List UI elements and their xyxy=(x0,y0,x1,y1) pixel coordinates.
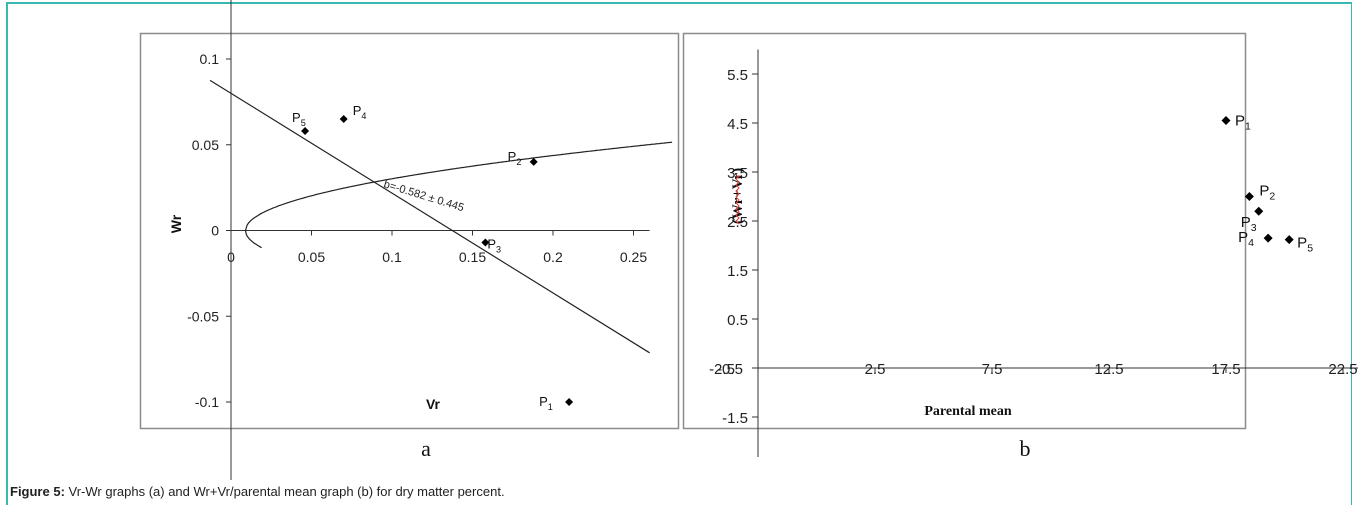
y-tick-label: 3.5 xyxy=(727,165,748,182)
spellcheck-underline xyxy=(735,175,741,225)
x-tick-label: 2.5 xyxy=(865,361,886,378)
y-tick-label: 0.1 xyxy=(200,51,220,67)
panel-a-chart: 0.20.150.10.050-0.05-0.1-0.1500.050.10.1… xyxy=(168,0,673,480)
caption-label: Figure 5: xyxy=(10,484,65,499)
x-axis-title: Parental mean xyxy=(924,404,1011,419)
x-tick-label: -2.5 xyxy=(709,361,735,378)
data-point-p3 xyxy=(1254,206,1264,216)
data-point-p5 xyxy=(301,127,310,136)
figure-frame xyxy=(6,2,1352,505)
y-tick-label: -0.5 xyxy=(717,361,743,378)
point-label-p1: P1 xyxy=(1235,113,1251,133)
figure-svg: 0.20.150.10.050-0.05-0.1-0.1500.050.10.1… xyxy=(139,0,1358,480)
y-axis-title: (Wr+Vr) xyxy=(730,168,746,224)
x-tick-label: 0 xyxy=(227,249,235,265)
y-tick-label: -0.05 xyxy=(187,308,219,324)
regression-line xyxy=(209,79,650,354)
regression-label: b=-0.582 ± 0.445 xyxy=(382,178,465,214)
x-tick-label: 17.5 xyxy=(1211,361,1240,378)
data-point-p2 xyxy=(529,157,538,166)
x-tick-label: 0.25 xyxy=(620,249,647,265)
panel-b-box xyxy=(682,32,1247,430)
data-point-p3 xyxy=(481,238,490,247)
y-tick-label: 0 xyxy=(211,223,219,239)
y-axis-title: Wr xyxy=(168,214,184,233)
point-label-p3: P3 xyxy=(487,237,501,255)
point-label-p5: P5 xyxy=(292,110,306,128)
x-axis-title: Vr xyxy=(426,396,441,412)
caption-text: Vr-Wr graphs (a) and Wr+Vr/parental mean… xyxy=(64,484,505,499)
point-label-p2: P2 xyxy=(1259,183,1275,203)
data-point-p4 xyxy=(1263,233,1273,243)
x-tick-label: 7.5 xyxy=(982,361,1003,378)
data-point-p1 xyxy=(1221,116,1231,126)
y-tick-label: 4.5 xyxy=(727,116,748,133)
panel-a-box xyxy=(139,32,680,430)
point-label-p1: P1 xyxy=(539,394,553,412)
y-tick-label: -1.5 xyxy=(722,410,748,427)
figure-caption: Figure 5: Vr-Wr graphs (a) and Wr+Vr/par… xyxy=(10,484,505,499)
point-label-p4: P4 xyxy=(353,103,367,121)
limiting-parabola-lower xyxy=(244,230,262,249)
data-point-p1 xyxy=(565,398,574,406)
y-tick-label: 0.05 xyxy=(192,137,219,153)
point-label-p4: P4 xyxy=(1238,229,1254,249)
point-label-p2: P2 xyxy=(508,149,522,167)
data-point-p5 xyxy=(1284,235,1294,245)
y-tick-label: -0.1 xyxy=(195,394,219,410)
y-tick-label: 1.5 xyxy=(727,263,748,280)
x-tick-label: 0.15 xyxy=(459,249,486,265)
panel-a-label: a xyxy=(421,436,431,461)
y-tick-label: 0.5 xyxy=(727,312,748,329)
x-tick-label: 22.5 xyxy=(1328,361,1357,378)
point-label-p5: P5 xyxy=(1297,235,1313,255)
panel-b-chart: 5.54.53.52.51.50.5-1.5-2.5-0.5 2.5 7.5 12.5… xyxy=(709,49,1358,457)
data-point-p4 xyxy=(339,115,348,124)
x-tick-label: 0.05 xyxy=(298,249,325,265)
limiting-parabola-upper xyxy=(244,141,673,231)
x-tick-label: 0.1 xyxy=(382,249,402,265)
x-tick-label: 12.5 xyxy=(1094,361,1123,378)
data-point-p2 xyxy=(1244,192,1254,201)
panel-b-label: b xyxy=(1020,436,1031,461)
y-tick-label: 5.5 xyxy=(727,67,748,84)
point-label-p3: P3 xyxy=(1241,214,1257,234)
x-tick-label: 0.2 xyxy=(543,249,563,265)
